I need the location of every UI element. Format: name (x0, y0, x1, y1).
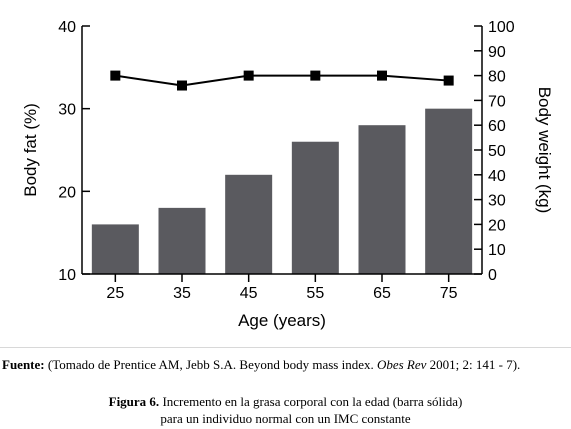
y-tick-label-right-90: 90 (488, 44, 506, 61)
body-weight-line (115, 74, 449, 87)
body-weight-marker-45 (243, 70, 254, 81)
body-fat-chart: 10 20 30 40 0 10 20 30 40 50 60 70 80 90 100 25 35 45 55 65… (21, 19, 554, 330)
y-tick-label-right-20: 20 (488, 217, 506, 234)
figure-caption: Figura 6. Incremento en la grasa corpora… (0, 393, 571, 427)
y-tick-label-right-70: 70 (488, 93, 506, 110)
body-weight-marker-65 (377, 70, 387, 81)
y-tick-label-left-20: 20 (58, 184, 76, 201)
source-note: Fuente: (Tomado de Prentice AM, Jebb S.A… (2, 357, 562, 373)
bar-45 (225, 174, 273, 274)
figure-label: Figura 6. (108, 394, 160, 409)
y-tick-label-right-100: 100 (488, 19, 515, 36)
bar-65 (358, 125, 406, 274)
bars-group (91, 108, 473, 275)
x-axis-title: Age (years) (238, 311, 326, 330)
bar-75 (425, 108, 473, 275)
bar-55 (291, 141, 339, 274)
y-tick-label-right-0: 0 (488, 267, 497, 284)
y-tick-label-left-10: 10 (58, 267, 76, 284)
x-tick-label-45: 45 (240, 285, 258, 302)
y-tick-label-left-40: 40 (58, 19, 76, 36)
bar-35 (158, 207, 206, 274)
x-tick-label-75: 75 (440, 285, 458, 302)
source-text-before: (Tomado de Prentice AM, Jebb S.A. Beyond… (44, 357, 377, 372)
body-weight-marker-75 (443, 75, 454, 86)
y-tick-label-right-60: 60 (488, 118, 506, 135)
x-tick-label-35: 35 (173, 285, 191, 302)
y-tick-label-left-30: 30 (58, 102, 76, 119)
axes-group: 10 20 30 40 0 10 20 30 40 50 60 70 80 90 100 25 35 45 55 65… (58, 19, 515, 302)
x-tick-label-55: 55 (306, 285, 324, 302)
figure-caption-text-1: Incremento en la grasa corporal con la e… (159, 394, 463, 409)
bar-25 (91, 224, 139, 274)
body-weight-marker-55 (310, 70, 321, 81)
y-axis-title-right: Body weight (kg) (535, 87, 554, 214)
divider-line (0, 347, 571, 348)
x-tick-label-25: 25 (106, 285, 124, 302)
source-label: Fuente: (2, 357, 45, 372)
y-tick-label-right-80: 80 (488, 69, 506, 86)
body-weight-line-group (110, 70, 454, 91)
source-text-after: 2001; 2: 141 - 7). (426, 357, 521, 372)
y-tick-label-right-40: 40 (488, 168, 506, 185)
y-tick-label-right-50: 50 (488, 143, 506, 160)
body-weight-marker-35 (177, 80, 187, 91)
body-weight-marker-25 (110, 70, 121, 81)
y-axis-title-left: Body fat (%) (21, 103, 40, 197)
y-tick-label-right-30: 30 (488, 193, 506, 210)
figure-caption-line-1: Figura 6. Incremento en la grasa corpora… (0, 393, 571, 410)
figure-caption-line-2: para un individuo normal con un IMC cons… (160, 411, 411, 426)
source-journal: Obes Rev (376, 357, 427, 372)
x-tick-label-65: 65 (373, 285, 391, 302)
y-tick-label-right-10: 10 (488, 242, 506, 259)
